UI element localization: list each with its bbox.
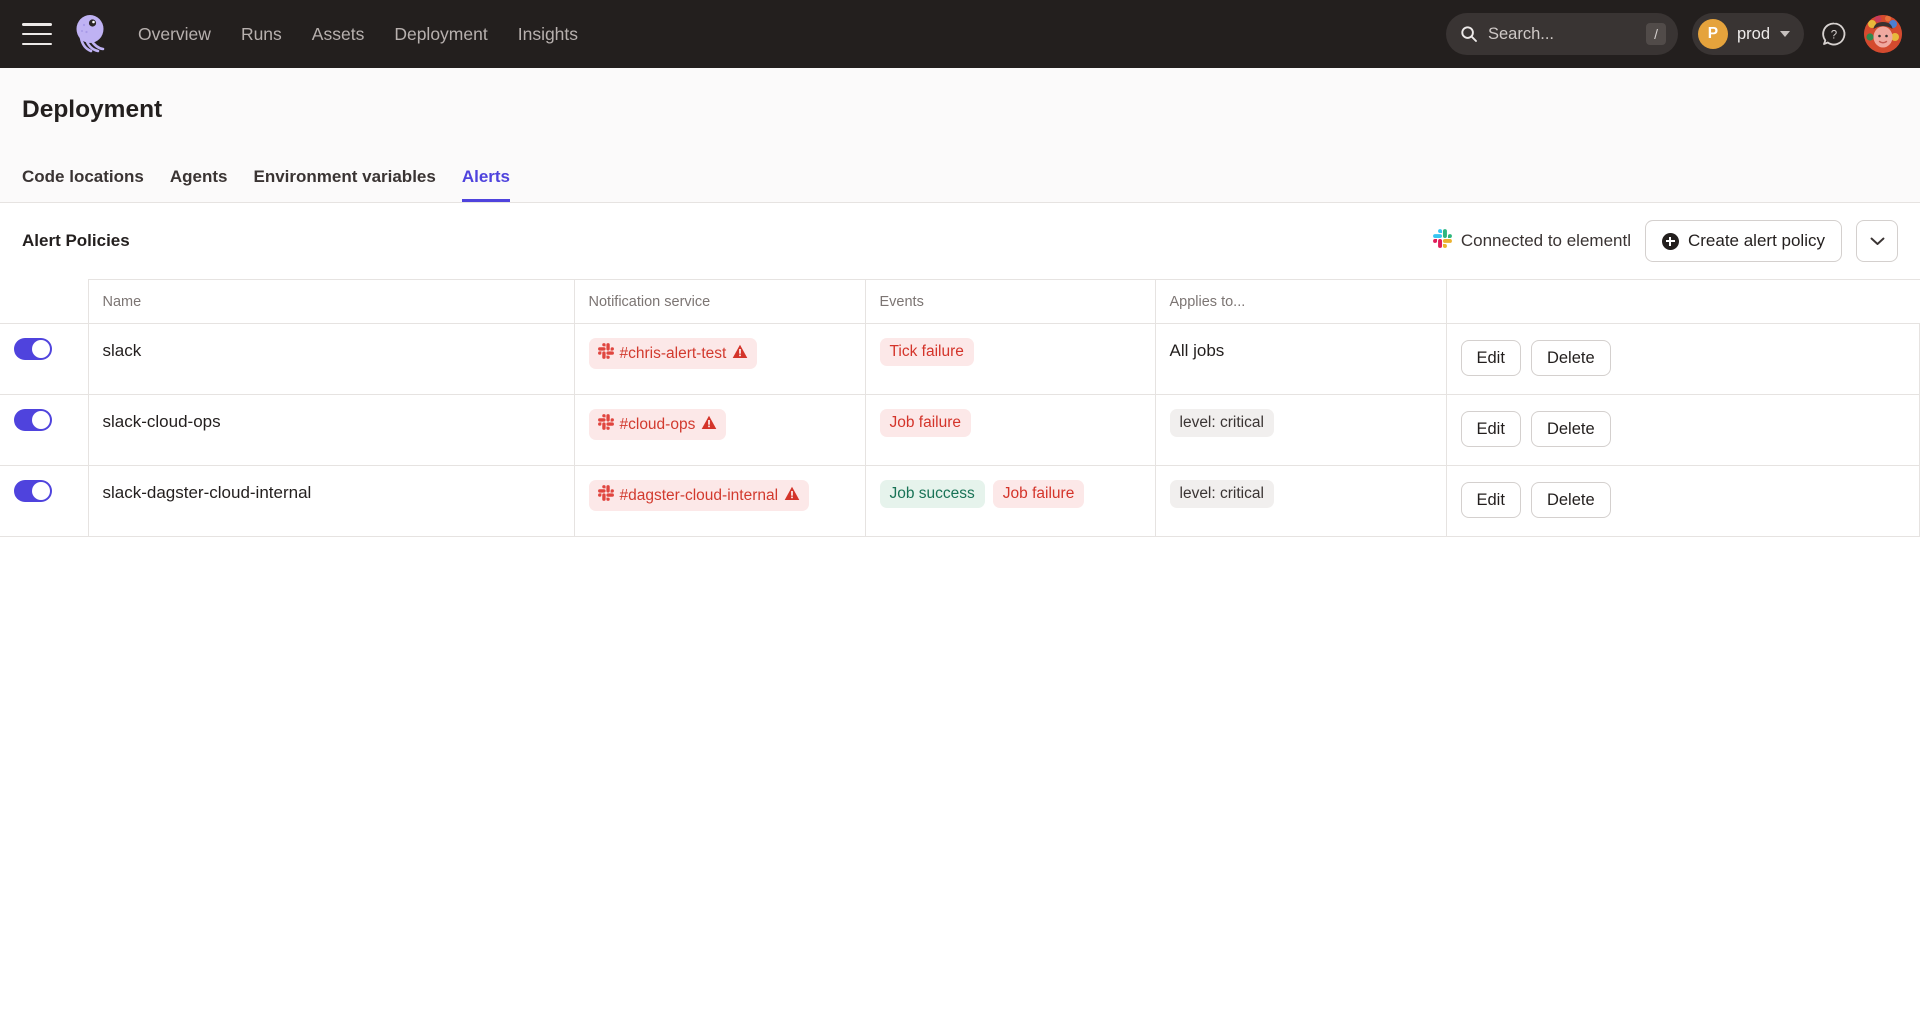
event-badge: Job failure (992, 480, 1085, 508)
deployment-selector[interactable]: P prod (1691, 13, 1804, 55)
table-row: slack #chris-alert-test Tick failure All… (0, 323, 1920, 395)
delete-button[interactable]: Delete (1530, 482, 1611, 518)
top-navigation-bar: Overview Runs Assets Deployment Insights… (0, 0, 1920, 68)
slack-channel-name: #cloud-ops (619, 415, 696, 433)
question-circle-icon[interactable]: ? (1818, 18, 1850, 50)
svg-text:?: ? (1831, 30, 1837, 42)
warning-triangle-icon (784, 486, 800, 506)
row-actions-cell: Edit Delete (1446, 465, 1920, 537)
applies-to-cell: All jobs (1155, 323, 1447, 395)
column-header-events: Events (865, 279, 1156, 324)
chevron-down-icon (1780, 31, 1790, 37)
tab-environment-variables[interactable]: Environment variables (253, 167, 436, 186)
slack-icon (597, 485, 614, 506)
edit-button[interactable]: Edit (1460, 411, 1521, 447)
alert-policies-toolbar: Alert Policies Connected to elementl Cre… (0, 203, 1920, 279)
edit-button[interactable]: Edit (1460, 482, 1521, 518)
toolbar-actions: Connected to elementl Create alert polic… (1432, 220, 1898, 262)
applies-to-badge: level: critical (1169, 480, 1274, 508)
applies-to-value: All jobs (1169, 341, 1225, 360)
alert-policy-toggle[interactable] (14, 409, 52, 431)
search-input[interactable]: Search... / (1445, 13, 1678, 55)
event-badge: Job success (879, 480, 985, 508)
top-nav-right-cluster: Search... / P prod ? (1445, 0, 1902, 68)
event-badge: Tick failure (879, 338, 974, 366)
tab-alerts[interactable]: Alerts (461, 167, 511, 202)
row-actions-cell: Edit Delete (1446, 323, 1920, 395)
column-header-name: Name (88, 279, 575, 324)
delete-button[interactable]: Delete (1530, 340, 1611, 376)
page-header: Deployment Code locations Agents Environ… (0, 68, 1920, 203)
events-cell: Tick failure (865, 323, 1156, 395)
search-placeholder-text: Search... (1487, 24, 1555, 43)
policy-name: slack-dagster-cloud-internal (102, 483, 312, 502)
alert-policy-toggle[interactable] (14, 480, 52, 502)
applies-to-cell: level: critical (1155, 394, 1447, 466)
nav-link-deployment[interactable]: Deployment (394, 23, 488, 44)
policy-name-cell: slack-cloud-ops (88, 394, 575, 466)
slack-icon (597, 414, 614, 435)
slack-channel-name: #dagster-cloud-internal (619, 486, 779, 504)
create-alert-policy-button[interactable]: Create alert policy (1644, 220, 1842, 262)
create-alert-policy-label: Create alert policy (1687, 231, 1825, 250)
column-header-actions (1446, 279, 1920, 324)
slack-icon (1432, 229, 1452, 253)
row-actions-cell: Edit Delete (1446, 394, 1920, 466)
warning-triangle-icon (701, 415, 717, 435)
dagster-logo-icon[interactable] (68, 11, 114, 57)
notification-service-cell: #chris-alert-test (574, 323, 866, 395)
enable-toggle-cell (0, 465, 89, 537)
delete-button[interactable]: Delete (1530, 411, 1611, 447)
policy-name: slack (102, 341, 142, 360)
nav-link-insights[interactable]: Insights (517, 23, 579, 44)
policy-name-cell: slack-dagster-cloud-internal (88, 465, 575, 537)
deployment-name-label: prod (1736, 24, 1770, 43)
chevron-down-icon (1870, 231, 1885, 251)
applies-to-cell: level: critical (1155, 465, 1447, 537)
applies-to-badge: level: critical (1169, 409, 1274, 437)
page-title: Deployment (22, 96, 163, 123)
slack-channel-badge[interactable]: #cloud-ops (588, 409, 727, 440)
column-header-toggle (0, 279, 89, 324)
section-title: Alert Policies (22, 231, 130, 250)
enable-toggle-cell (0, 394, 89, 466)
column-header-notification-service: Notification service (574, 279, 866, 324)
events-cell: Job success Job failure (865, 465, 1156, 537)
primary-nav-links: Overview Runs Assets Deployment Insights (138, 24, 578, 45)
table-row: slack-cloud-ops #cloud-ops Job failure l… (0, 394, 1920, 466)
nav-link-runs[interactable]: Runs (240, 23, 282, 44)
table-header-row: Name Notification service Events Applies… (0, 279, 1920, 324)
user-avatar[interactable] (1864, 15, 1902, 53)
edit-button[interactable]: Edit (1460, 340, 1521, 376)
slack-channel-badge[interactable]: #dagster-cloud-internal (588, 480, 810, 511)
nav-link-assets[interactable]: Assets (311, 23, 365, 44)
enable-toggle-cell (0, 323, 89, 395)
column-header-applies-to: Applies to... (1155, 279, 1447, 324)
plus-circle-icon (1661, 232, 1679, 250)
connection-status-label: Connected to elementl (1460, 231, 1631, 250)
notification-service-cell: #cloud-ops (574, 394, 866, 466)
hamburger-menu-icon[interactable] (22, 23, 52, 45)
slack-connection-status: Connected to elementl (1432, 229, 1631, 253)
slack-channel-name: #chris-alert-test (619, 344, 727, 362)
nav-link-overview[interactable]: Overview (138, 23, 211, 44)
create-alert-policy-dropdown-button[interactable] (1856, 220, 1898, 262)
events-cell: Job failure (865, 394, 1156, 466)
table-row: slack-dagster-cloud-internal #dagster-cl… (0, 465, 1920, 537)
alert-policies-table: Name Notification service Events Applies… (0, 279, 1920, 537)
search-icon (1454, 19, 1484, 49)
alert-policy-toggle[interactable] (14, 338, 52, 360)
event-badge: Job failure (879, 409, 972, 437)
warning-triangle-icon (732, 344, 748, 364)
tab-agents[interactable]: Agents (169, 167, 228, 186)
deployment-avatar: P (1697, 19, 1728, 49)
policy-name: slack-cloud-ops (102, 412, 221, 431)
search-shortcut-badge: / (1646, 23, 1666, 45)
notification-service-cell: #dagster-cloud-internal (574, 465, 866, 537)
deployment-tabs: Code locations Agents Environment variab… (22, 156, 1898, 202)
slack-icon (597, 343, 614, 364)
slack-channel-badge[interactable]: #chris-alert-test (588, 338, 758, 369)
tab-code-locations[interactable]: Code locations (22, 167, 144, 186)
policy-name-cell: slack (88, 323, 575, 395)
